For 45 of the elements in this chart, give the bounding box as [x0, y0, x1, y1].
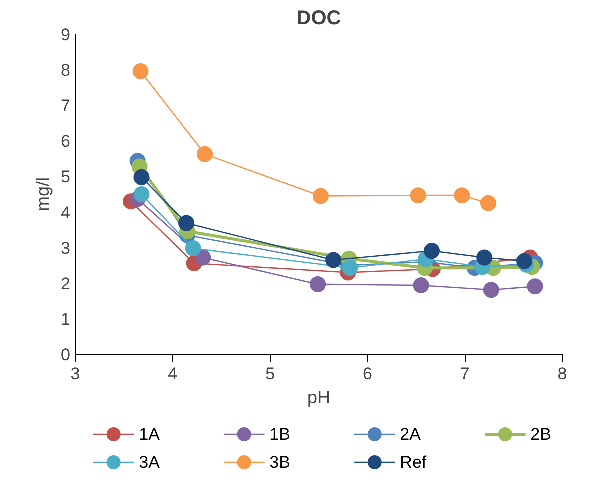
x-tick-label: 5 — [266, 364, 276, 384]
legend-label: 1B — [270, 425, 290, 444]
point — [342, 260, 358, 276]
y-tick-label: 8 — [61, 61, 71, 80]
x-tick-label: 4 — [168, 364, 178, 384]
legend-label: 2B — [530, 425, 552, 444]
point — [413, 278, 430, 294]
point — [476, 250, 493, 266]
x-tick-label: 8 — [558, 364, 568, 384]
y-tick-label: 1 — [61, 310, 71, 329]
point — [310, 276, 326, 292]
point — [516, 253, 533, 270]
point — [134, 169, 150, 186]
point — [410, 188, 426, 204]
point — [195, 250, 212, 266]
legend-label: 2A — [400, 425, 422, 444]
point — [483, 282, 500, 298]
point — [326, 252, 342, 268]
y-tick-label: 7 — [61, 96, 71, 116]
legend-label: 3B — [270, 453, 290, 472]
point — [134, 186, 150, 202]
legend-label: 3A — [139, 453, 161, 472]
point — [178, 215, 195, 232]
x-tick-label: 7 — [460, 364, 470, 384]
point — [424, 243, 440, 260]
y-tick-label: 0 — [61, 346, 71, 364]
legend-label: 1A — [139, 425, 161, 444]
point — [185, 240, 202, 257]
x-axis-title: pH — [307, 388, 331, 408]
y-tick-label: 5 — [61, 168, 71, 187]
point — [527, 278, 544, 295]
point — [480, 195, 496, 212]
y-axis-title: mg/l — [33, 177, 54, 212]
x-tick-label: 6 — [362, 364, 372, 384]
point — [197, 146, 214, 162]
y-tick-label: 2 — [61, 274, 71, 294]
y-tick-label: 4 — [61, 203, 71, 222]
y-tick-label: 6 — [61, 132, 71, 152]
point — [454, 188, 470, 204]
legend-label: Ref — [400, 453, 427, 472]
point — [132, 63, 149, 80]
y-tick-label: 3 — [61, 238, 71, 258]
point — [312, 188, 329, 204]
chart-title: DOC — [296, 8, 342, 30]
y-tick-label: 9 — [61, 26, 71, 44]
